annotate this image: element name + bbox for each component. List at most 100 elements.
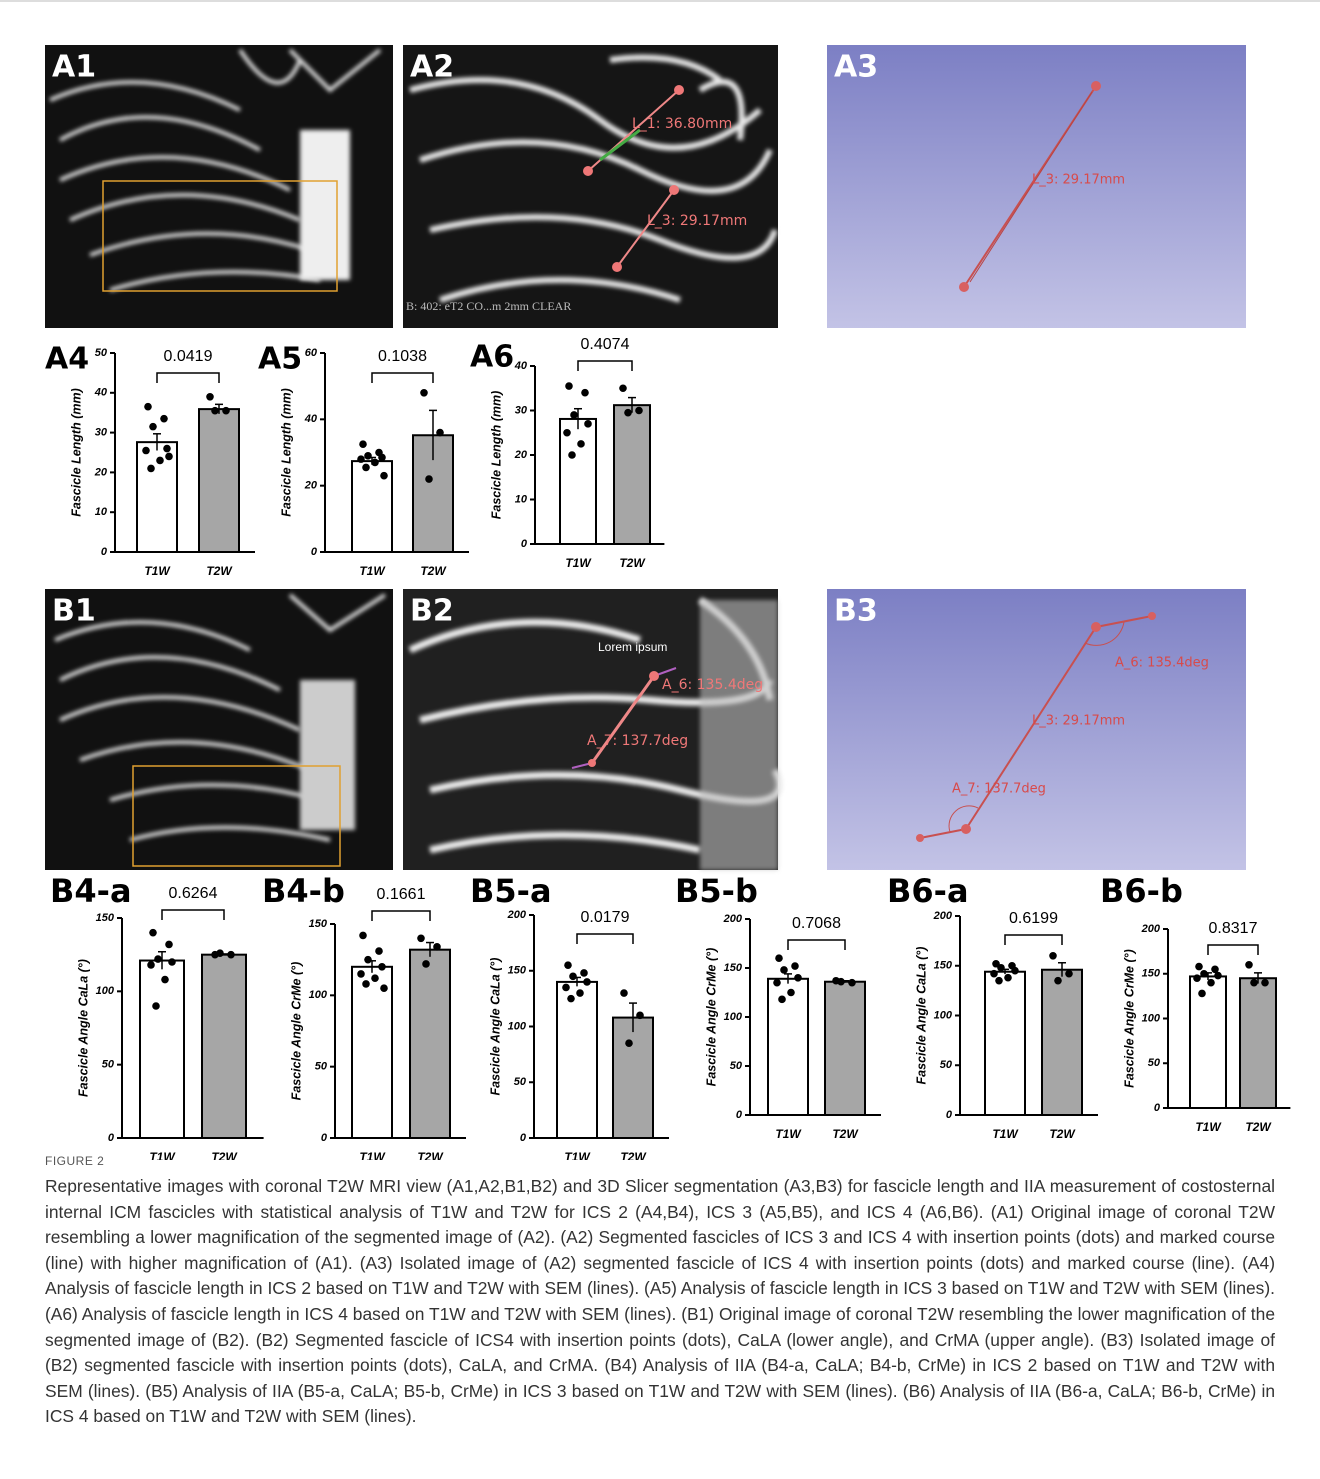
y-tick-label: 0 [108, 1132, 115, 1144]
data-point [357, 970, 365, 978]
y-tick-label: 50 [315, 1061, 328, 1073]
y-tick-label: 0 [520, 1132, 527, 1144]
panel-label: B1 [52, 594, 96, 629]
x-tick-label: T2W [417, 1150, 444, 1160]
data-point [422, 960, 430, 968]
segmentation-image [827, 589, 1246, 870]
data-point [837, 978, 845, 986]
panel-label: B6-a [887, 872, 969, 910]
y-tick-label: 100 [508, 1020, 527, 1032]
annotation: B: 402: eT2 CO...m 2mm CLEAR [406, 299, 571, 313]
data-point [433, 943, 441, 951]
p-value: 0.0179 [581, 909, 630, 926]
data-point [1011, 967, 1019, 975]
panel-label: A5 [258, 342, 302, 377]
data-point [357, 455, 365, 463]
p-value: 0.7068 [792, 915, 841, 932]
y-axis-label: Fascicle Length (mm) [279, 388, 293, 517]
significance-bracket [157, 373, 219, 383]
bar [825, 982, 865, 1115]
x-tick-label: T2W [420, 564, 447, 578]
data-point [378, 454, 386, 462]
data-point [1261, 979, 1269, 987]
data-point [168, 958, 176, 966]
x-tick-label: T2W [1245, 1120, 1272, 1134]
data-point [780, 966, 788, 974]
x-tick-label: T1W [149, 1150, 176, 1160]
data-point [362, 980, 370, 988]
annotation: A_6: 135.4deg [662, 677, 763, 693]
bar [557, 982, 597, 1138]
data-point [380, 472, 388, 480]
data-point [142, 447, 150, 455]
figure-label: FIGURE 2 [45, 1154, 104, 1168]
data-point [165, 453, 173, 461]
data-point [211, 407, 219, 415]
y-axis-label: Fascicle Angle CaLa (°) [914, 947, 928, 1085]
y-tick-label: 20 [304, 480, 318, 492]
y-tick-label: 150 [309, 918, 328, 930]
data-point [149, 423, 157, 431]
panel-label: A4 [45, 342, 89, 377]
y-axis-label: Fascicle Angle CrMe (°) [1122, 949, 1136, 1088]
figure: A1 A2 L_1: 36.80mm L_3: 29.17mm B: 402: … [0, 0, 1320, 1160]
data-point [581, 389, 589, 397]
y-axis-label: Fascicle Angle CrMe (°) [289, 962, 303, 1101]
y-axis-label: Fascicle Angle CaLa (°) [76, 959, 90, 1097]
bar [1190, 976, 1226, 1108]
x-tick-label: T2W [620, 1150, 647, 1160]
y-tick-label: 150 [508, 965, 527, 977]
y-tick-label: 0 [521, 538, 528, 550]
data-point [791, 962, 799, 970]
annotation: L_3: 29.17mm [1032, 714, 1125, 729]
y-tick-label: 0 [311, 546, 318, 558]
data-point [160, 415, 168, 423]
significance-bracket [577, 934, 633, 944]
y-tick-label: 10 [95, 506, 108, 518]
data-point [216, 949, 224, 957]
bar [613, 1018, 653, 1138]
data-point [568, 451, 576, 459]
x-tick-label: T1W [565, 556, 592, 570]
y-tick-label: 30 [515, 404, 528, 416]
y-tick-label: 50 [940, 1059, 953, 1071]
data-point [417, 934, 425, 942]
significance-bracket [1005, 935, 1062, 945]
data-point [147, 961, 155, 969]
data-point [144, 403, 152, 411]
data-point [420, 389, 428, 397]
data-point [773, 979, 781, 987]
data-point [619, 384, 627, 392]
bar [768, 979, 808, 1115]
mri-image [403, 589, 779, 870]
y-tick-label: 100 [96, 985, 115, 997]
annotation: L_1: 36.80mm [632, 116, 732, 132]
panel-label: B6-b [1100, 872, 1183, 910]
data-point [569, 973, 577, 981]
y-tick-label: 50 [102, 1059, 115, 1071]
y-tick-label: 0 [736, 1109, 743, 1121]
data-point [620, 989, 628, 997]
significance-bracket [372, 911, 430, 921]
data-point [778, 996, 786, 1004]
bar [614, 405, 650, 544]
data-point [364, 452, 372, 460]
y-tick-label: 40 [514, 360, 528, 372]
data-point [359, 440, 367, 448]
data-point [375, 947, 383, 955]
bar [1240, 978, 1276, 1108]
significance-bracket [1208, 945, 1258, 955]
data-point [152, 1002, 160, 1010]
data-point [1049, 952, 1057, 960]
y-tick-label: 50 [730, 1060, 743, 1072]
data-point [563, 429, 571, 437]
data-point [565, 382, 573, 390]
data-point [147, 465, 155, 473]
data-point [1198, 990, 1206, 998]
data-point [378, 963, 386, 971]
data-point [161, 976, 169, 984]
y-axis-label: Fascicle Angle CrMe (°) [704, 948, 718, 1087]
x-tick-label: T2W [1049, 1127, 1076, 1141]
y-tick-label: 100 [1142, 1012, 1161, 1024]
data-point [1004, 974, 1012, 982]
